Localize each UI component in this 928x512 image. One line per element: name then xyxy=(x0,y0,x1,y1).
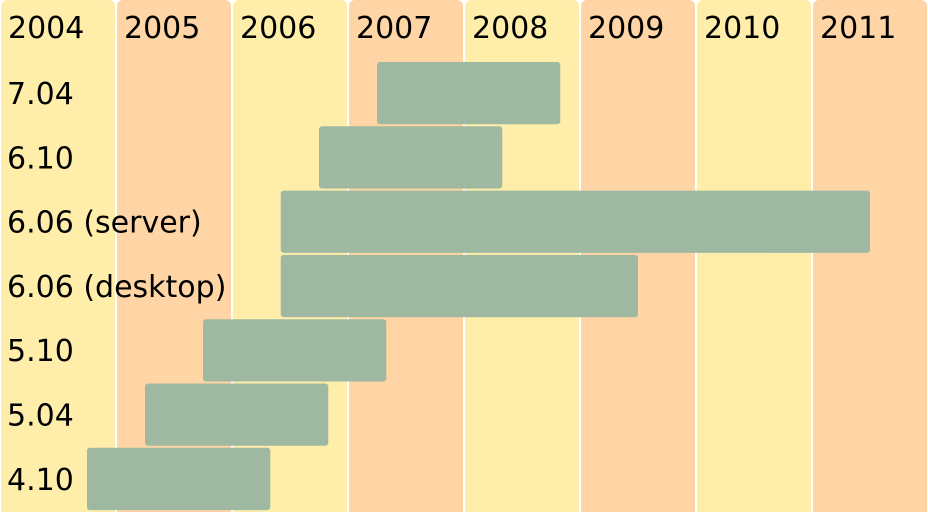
category-label: 6.10 xyxy=(7,141,74,176)
x-tick-label: 2010 xyxy=(704,11,780,46)
release-bar xyxy=(87,447,271,511)
category-label: 6.06 (desktop) xyxy=(7,270,226,305)
category-label: 6.06 (server) xyxy=(7,206,202,241)
year-column xyxy=(697,0,811,512)
release-bar xyxy=(280,254,638,318)
category-label: 7.04 xyxy=(7,77,74,112)
x-tick-label: 2011 xyxy=(820,11,896,46)
x-tick-label: 2006 xyxy=(240,11,316,46)
release-bar xyxy=(280,190,871,253)
x-tick-label: 2009 xyxy=(588,11,664,46)
x-tick-label: 2005 xyxy=(124,11,200,46)
release-bar xyxy=(377,62,561,125)
year-column xyxy=(581,0,695,512)
x-tick-label: 2007 xyxy=(356,11,432,46)
year-column xyxy=(1,0,115,512)
x-tick-label: 2004 xyxy=(8,11,84,46)
release-bar xyxy=(145,383,329,446)
release-bar xyxy=(203,319,387,382)
category-label: 5.04 xyxy=(7,399,74,434)
year-column xyxy=(813,0,927,512)
category-label: 4.10 xyxy=(7,463,74,498)
x-tick-label: 2008 xyxy=(472,11,548,46)
category-label: 5.10 xyxy=(7,334,74,369)
release-bar xyxy=(319,126,503,189)
